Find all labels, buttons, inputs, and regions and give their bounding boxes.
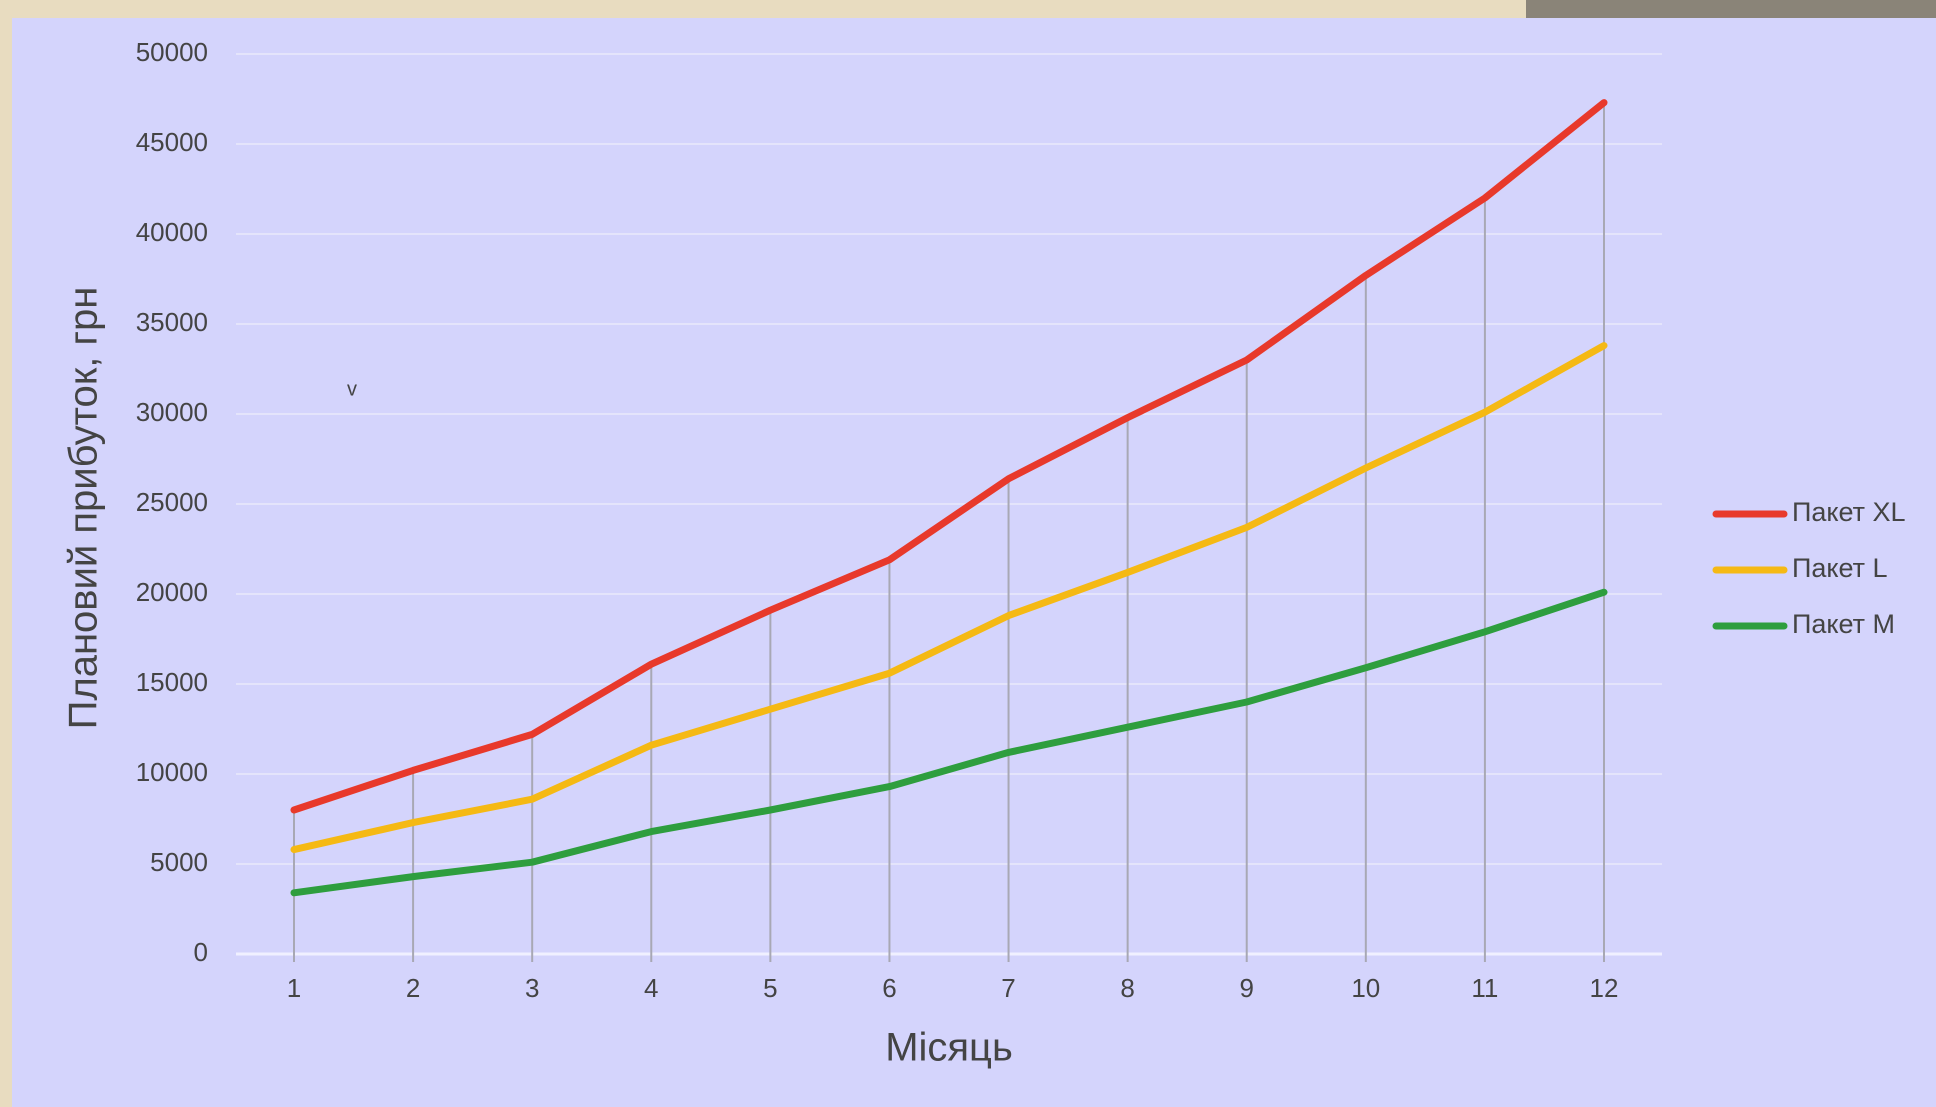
x-tick-label: 7 <box>1001 973 1015 1003</box>
y-tick-label: 5000 <box>150 847 208 877</box>
chart-background <box>12 18 1936 1107</box>
series-line <box>290 342 1608 854</box>
legend-label: Пакет XL <box>1792 497 1906 527</box>
x-axis-title: Місяць <box>885 1026 1013 1070</box>
y-tick-label: 40000 <box>136 217 208 247</box>
x-tick-label: 11 <box>1471 973 1498 1003</box>
x-tick-label: 9 <box>1239 973 1253 1003</box>
x-tick-label: 3 <box>525 973 539 1003</box>
y-tick-label: 35000 <box>136 307 208 337</box>
series-line <box>290 588 1608 897</box>
y-tick-label: 15000 <box>136 667 208 697</box>
x-tick-label: 12 <box>1590 973 1619 1003</box>
y-tick-label: 30000 <box>136 397 208 427</box>
x-tick-label: 5 <box>763 973 777 1003</box>
x-tick-label: 1 <box>287 973 301 1003</box>
series-line <box>290 99 1608 814</box>
x-tick-label: 4 <box>644 973 658 1003</box>
y-axis-title: Плановий прибуток, грн <box>62 287 106 730</box>
x-tick-label: 2 <box>406 973 420 1003</box>
x-tick-label: 6 <box>882 973 896 1003</box>
y-tick-label: 20000 <box>136 577 208 607</box>
y-tick-label: 25000 <box>136 487 208 517</box>
y-tick-label: 50000 <box>136 37 208 67</box>
x-tick-label: 8 <box>1120 973 1134 1003</box>
legend-label: Пакет M <box>1792 609 1895 639</box>
x-tick-label: 10 <box>1351 973 1380 1003</box>
legend-label: Пакет L <box>1792 553 1888 583</box>
y-tick-label: 10000 <box>136 757 208 787</box>
corner-image <box>1526 0 1936 18</box>
y-tick-label: 45000 <box>136 127 208 157</box>
y-tick-label: 0 <box>194 937 208 967</box>
annotation: v <box>347 378 357 400</box>
